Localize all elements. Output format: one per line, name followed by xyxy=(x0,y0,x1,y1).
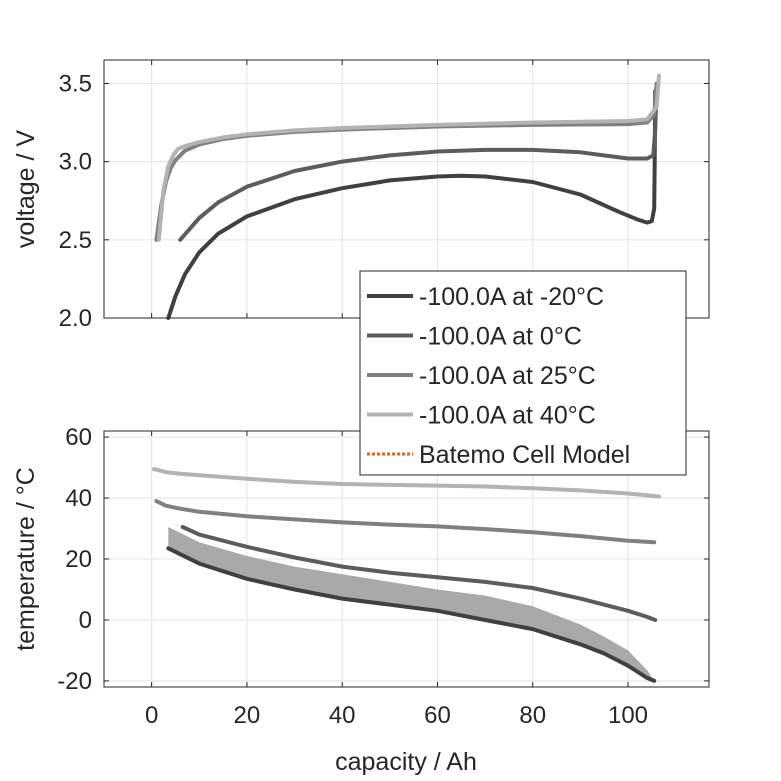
legend-label-4: -100.0A at 40°C xyxy=(419,402,596,430)
temperature-ytick-label: 60 xyxy=(65,424,92,451)
temperature-ytick-label: 0 xyxy=(79,607,92,634)
temperature-ytick-label: 40 xyxy=(65,485,92,512)
legend-label-1: -100.0A at -20°C xyxy=(419,283,604,311)
voltage-ytick-label: 3.0 xyxy=(59,149,92,176)
temperature-xtick-label: 100 xyxy=(608,702,648,729)
temperature-xtick-label: 80 xyxy=(519,702,546,729)
temperature-xtick-label: 0 xyxy=(145,702,158,729)
temperature-ytick-label: -20 xyxy=(57,668,92,695)
legend-entries: -100.0A at -20°C -100.0A at 0°C -100.0A at… xyxy=(367,283,630,469)
voltage-lines xyxy=(154,73,661,320)
voltage-ytick-label: 2.0 xyxy=(59,305,92,332)
temperature-band xyxy=(168,527,655,681)
temperature-xtick-label: 60 xyxy=(424,702,451,729)
legend-label-3: -100.0A at 25°C xyxy=(419,362,596,390)
legend-label-2: -100.0A at 0°C xyxy=(419,323,582,351)
temperature-ylabel: temperature / °C xyxy=(12,467,40,651)
temperature-series-line-2 xyxy=(180,525,658,622)
temperature-shaded-band xyxy=(168,527,655,681)
temperature-xtick-label: 40 xyxy=(329,702,356,729)
voltage-ytick-label: 3.5 xyxy=(59,70,92,97)
temperature-series-line-3 xyxy=(154,499,657,545)
voltage-series-line-2 xyxy=(178,84,659,242)
voltage-series-line-1 xyxy=(166,89,658,320)
voltage-ticks: 2.0 2.5 3.0 3.5 xyxy=(59,60,709,332)
legend-box xyxy=(359,270,687,476)
temperature-lines xyxy=(152,467,661,683)
voltage-series-line-4 xyxy=(156,73,661,242)
legend: -100.0A at -20°C -100.0A at 0°C -100.0A at… xyxy=(359,270,687,476)
temperature-ticks: 0 20 40 60 80 100 -20 0 20 40 60 xyxy=(57,424,709,729)
voltage-ytick-label: 2.5 xyxy=(59,227,92,254)
temperature-series-line-4 xyxy=(152,467,661,499)
temperature-ytick-label: 20 xyxy=(65,546,92,573)
temperature-xtick-label: 20 xyxy=(234,702,261,729)
legend-label-5: Batemo Cell Model xyxy=(419,441,630,469)
temperature-series-line-1 xyxy=(166,546,657,683)
voltage-ylabel: voltage / V xyxy=(12,130,40,248)
capacity-xlabel: capacity / Ah xyxy=(335,748,477,776)
